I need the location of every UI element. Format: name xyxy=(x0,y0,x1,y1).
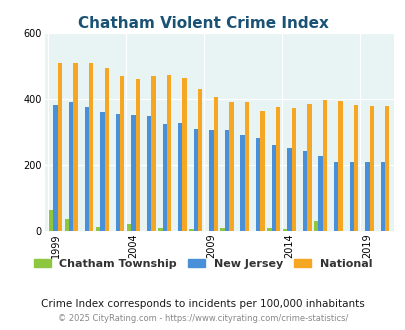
Bar xyxy=(69,102,73,231)
Bar xyxy=(318,156,322,231)
Bar xyxy=(104,68,109,231)
Bar xyxy=(64,219,69,231)
Bar xyxy=(209,130,213,231)
Bar xyxy=(353,105,357,231)
Bar xyxy=(120,76,124,231)
Bar xyxy=(182,78,186,231)
Bar xyxy=(53,105,58,231)
Bar xyxy=(260,111,264,231)
Bar xyxy=(147,116,151,231)
Bar xyxy=(380,162,384,231)
Bar xyxy=(193,129,198,231)
Bar xyxy=(224,130,229,231)
Bar xyxy=(240,135,244,231)
Bar xyxy=(291,108,295,231)
Bar xyxy=(220,228,224,231)
Bar xyxy=(100,112,104,231)
Bar xyxy=(286,148,291,231)
Bar xyxy=(89,63,93,231)
Bar xyxy=(384,106,388,231)
Bar xyxy=(244,102,249,231)
Bar xyxy=(189,229,193,231)
Bar xyxy=(349,162,353,231)
Bar xyxy=(151,76,155,231)
Bar xyxy=(96,227,100,231)
Bar xyxy=(369,106,373,231)
Bar xyxy=(213,97,217,231)
Bar xyxy=(135,79,140,231)
Bar xyxy=(282,229,286,231)
Bar xyxy=(364,162,369,231)
Bar xyxy=(115,114,120,231)
Legend: Chatham Township, New Jersey, National: Chatham Township, New Jersey, National xyxy=(29,254,376,273)
Bar xyxy=(49,210,53,231)
Bar xyxy=(166,75,171,231)
Bar xyxy=(178,123,182,231)
Bar xyxy=(198,89,202,231)
Bar xyxy=(266,228,271,231)
Bar xyxy=(58,63,62,231)
Bar xyxy=(275,107,279,231)
Bar xyxy=(307,104,311,231)
Bar xyxy=(73,63,77,231)
Bar xyxy=(256,138,260,231)
Bar xyxy=(313,221,318,231)
Bar xyxy=(158,228,162,231)
Bar xyxy=(84,107,89,231)
Text: © 2025 CityRating.com - https://www.cityrating.com/crime-statistics/: © 2025 CityRating.com - https://www.city… xyxy=(58,314,347,323)
Bar xyxy=(229,102,233,231)
Bar xyxy=(333,162,337,231)
Bar xyxy=(127,224,131,231)
Bar xyxy=(322,100,326,231)
Bar xyxy=(302,151,307,231)
Text: Crime Index corresponds to incidents per 100,000 inhabitants: Crime Index corresponds to incidents per… xyxy=(41,299,364,309)
Bar xyxy=(337,101,342,231)
Bar xyxy=(271,145,275,231)
Text: Chatham Violent Crime Index: Chatham Violent Crime Index xyxy=(77,16,328,31)
Bar xyxy=(131,115,135,231)
Bar xyxy=(162,124,166,231)
